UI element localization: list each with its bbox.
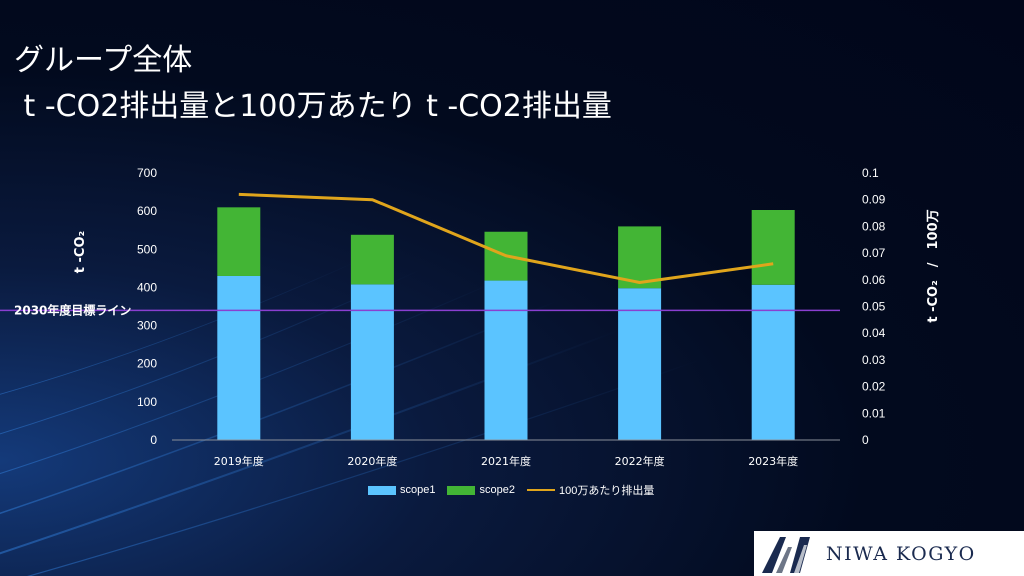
bar-scope2-0 (217, 207, 261, 276)
bar-scope2-3 (618, 226, 662, 289)
left-axis-title: t -CO₂ (73, 231, 88, 273)
intensity-line (238, 192, 774, 284)
bar-scope1-3 (618, 288, 662, 440)
right-tick-label-9: 0.09 (862, 193, 886, 207)
right-tick-label-6: 0.06 (862, 273, 886, 287)
category-label-2: 2021年度 (481, 454, 531, 468)
legend-swatch-scope2 (447, 485, 476, 495)
category-label-4: 2023年度 (748, 454, 798, 468)
right-axis-title: t -CO₂ / 100万 (926, 209, 941, 322)
logo-text: NIWA KOGYO (826, 542, 976, 565)
right-tick-label-1: 0.01 (862, 406, 886, 420)
bar-series (217, 207, 795, 440)
page-title: グループ全体 t -CO2排出量と100万あたり t -CO2排出量 (14, 38, 612, 130)
category-labels: 2019年度 2020年度 2021年度 2022年度 2023年度 (214, 454, 798, 468)
logo-mark-icon (762, 536, 810, 573)
legend-swatch-scope1 (368, 485, 396, 495)
legend-swatch-intensity (526, 489, 555, 491)
chart-legend: scope1 scope2 100万あたり排出量 (368, 482, 654, 498)
target-line-label: 2030年度目標ライン (14, 302, 131, 317)
legend-label-scope1: scope1 (400, 484, 436, 496)
right-tick-label-5: 0.05 (862, 300, 886, 314)
title-line-2: t -CO2排出量と100万あたり t -CO2排出量 (14, 89, 612, 124)
bar-scope1-0 (217, 275, 261, 440)
left-tick-label-3: 300 (137, 319, 157, 333)
right-tick-label-3: 0.03 (862, 353, 886, 367)
category-label-0: 2019年度 (214, 454, 264, 468)
right-tick-label-10: 0.1 (862, 166, 879, 180)
right-tick-label-0: 0 (862, 433, 869, 447)
legend-item-scope2: scope2 (447, 484, 515, 496)
left-tick-label-5: 500 (137, 242, 157, 256)
right-axis-ticks: 0 0.01 0.02 0.03 0.04 0.05 0.06 0.07 0.08 0.09 0.1 (862, 166, 886, 447)
legend-item-scope1: scope1 (368, 484, 435, 496)
left-tick-label-0: 0 (150, 433, 157, 447)
left-tick-label-1: 100 (137, 395, 157, 409)
left-tick-label-2: 200 (137, 357, 157, 371)
legend-label-scope2: scope2 (479, 484, 515, 496)
right-tick-label-8: 0.08 (862, 219, 886, 233)
title-line-1: グループ全体 (14, 43, 193, 78)
left-axis-ticks: 0 100 200 300 400 500 600 700 (137, 166, 157, 447)
right-tick-label-2: 0.02 (862, 380, 886, 394)
bar-scope2-1 (350, 234, 394, 285)
category-label-3: 2022年度 (615, 454, 665, 468)
legend-item-intensity: 100万あたり排出量 (526, 482, 655, 498)
right-tick-label-7: 0.07 (862, 246, 886, 260)
legend-label-intensity: 100万あたり排出量 (558, 485, 655, 497)
left-tick-label-4: 400 (137, 280, 157, 294)
bar-scope1-2 (484, 280, 528, 440)
category-label-1: 2020年度 (347, 454, 397, 468)
left-tick-label-6: 600 (137, 204, 157, 218)
bar-scope2-4 (751, 209, 795, 285)
company-logo: NIWA KOGYO (754, 531, 1024, 576)
bar-scope1-4 (751, 284, 795, 440)
left-tick-label-7: 700 (137, 166, 157, 180)
bar-scope1-1 (350, 284, 394, 440)
right-tick-label-4: 0.04 (862, 326, 886, 340)
